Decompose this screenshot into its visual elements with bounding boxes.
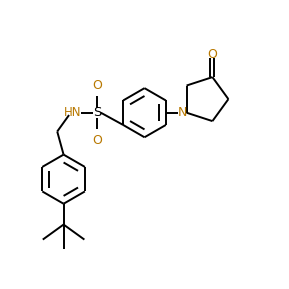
Text: O: O bbox=[208, 48, 217, 61]
Text: HN: HN bbox=[64, 106, 82, 119]
Text: S: S bbox=[93, 106, 101, 119]
Text: O: O bbox=[92, 134, 102, 147]
Text: O: O bbox=[92, 79, 102, 92]
Text: N: N bbox=[178, 106, 187, 119]
